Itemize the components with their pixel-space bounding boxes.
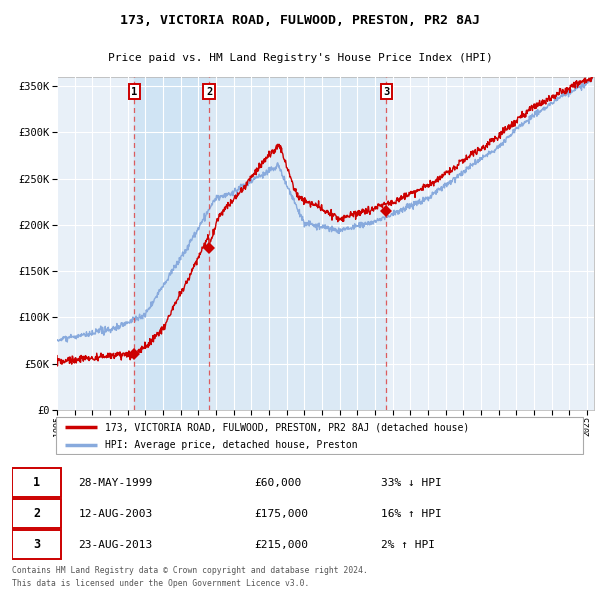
FancyBboxPatch shape <box>12 468 61 497</box>
Text: 12-AUG-2003: 12-AUG-2003 <box>78 509 152 519</box>
FancyBboxPatch shape <box>12 499 61 529</box>
Text: 1: 1 <box>33 476 40 490</box>
Text: 2% ↑ HPI: 2% ↑ HPI <box>380 540 434 550</box>
Text: 3: 3 <box>33 538 40 552</box>
Text: £175,000: £175,000 <box>254 509 308 519</box>
Text: 2: 2 <box>33 507 40 520</box>
Text: 33% ↓ HPI: 33% ↓ HPI <box>380 478 442 488</box>
Text: 173, VICTORIA ROAD, FULWOOD, PRESTON, PR2 8AJ (detached house): 173, VICTORIA ROAD, FULWOOD, PRESTON, PR… <box>106 422 470 432</box>
Text: 2: 2 <box>206 87 212 97</box>
Text: £60,000: £60,000 <box>254 478 301 488</box>
Text: Price paid vs. HM Land Registry's House Price Index (HPI): Price paid vs. HM Land Registry's House … <box>107 53 493 63</box>
Text: 23-AUG-2013: 23-AUG-2013 <box>78 540 152 550</box>
Text: This data is licensed under the Open Government Licence v3.0.: This data is licensed under the Open Gov… <box>12 579 310 588</box>
Bar <box>209 77 386 410</box>
Bar <box>134 77 209 410</box>
Text: Contains HM Land Registry data © Crown copyright and database right 2024.: Contains HM Land Registry data © Crown c… <box>12 566 368 575</box>
Text: 28-MAY-1999: 28-MAY-1999 <box>78 478 152 488</box>
FancyBboxPatch shape <box>56 417 583 454</box>
Text: 173, VICTORIA ROAD, FULWOOD, PRESTON, PR2 8AJ: 173, VICTORIA ROAD, FULWOOD, PRESTON, PR… <box>120 14 480 27</box>
Text: HPI: Average price, detached house, Preston: HPI: Average price, detached house, Pres… <box>106 441 358 450</box>
Text: 3: 3 <box>383 87 389 97</box>
FancyBboxPatch shape <box>12 530 61 559</box>
Text: 1: 1 <box>131 87 137 97</box>
Text: 16% ↑ HPI: 16% ↑ HPI <box>380 509 442 519</box>
Text: £215,000: £215,000 <box>254 540 308 550</box>
